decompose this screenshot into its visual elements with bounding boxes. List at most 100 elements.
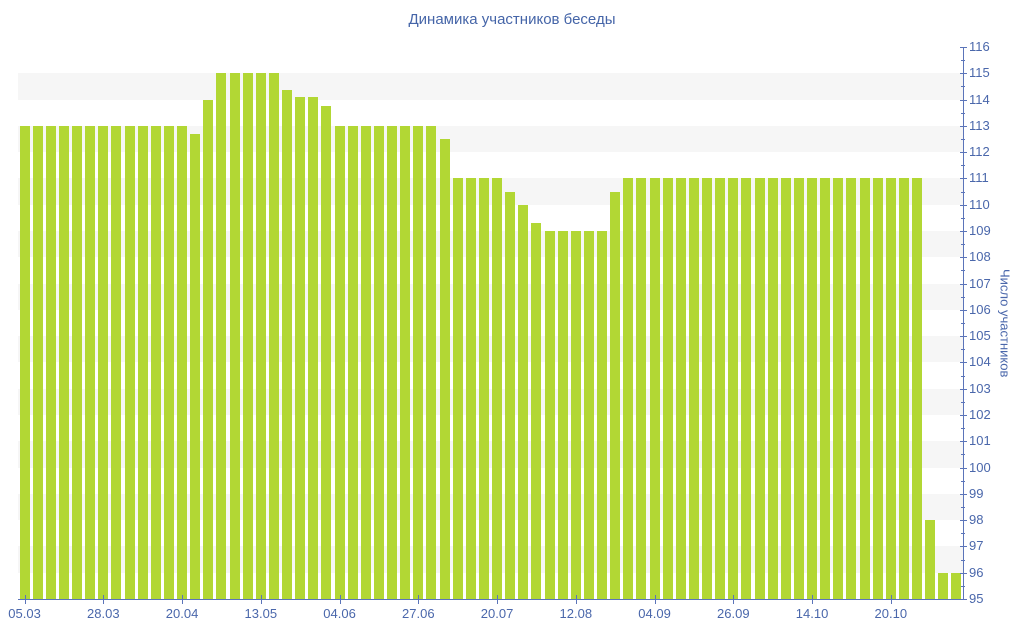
bar[interactable] bbox=[137, 125, 148, 599]
bar[interactable] bbox=[58, 125, 69, 599]
bar[interactable] bbox=[85, 125, 96, 599]
bar[interactable] bbox=[702, 178, 713, 599]
y-tick-minor bbox=[961, 375, 965, 377]
bar[interactable] bbox=[400, 125, 411, 599]
bar[interactable] bbox=[177, 125, 188, 599]
bar[interactable] bbox=[570, 231, 581, 599]
bar[interactable] bbox=[885, 178, 896, 599]
bar[interactable] bbox=[597, 231, 608, 599]
bar[interactable] bbox=[242, 73, 253, 599]
x-tick-label: 12.08 bbox=[559, 606, 593, 621]
bar[interactable] bbox=[98, 125, 109, 599]
bar[interactable] bbox=[820, 178, 831, 599]
y-tick-minor bbox=[961, 533, 965, 535]
bar[interactable] bbox=[32, 125, 43, 599]
bar[interactable] bbox=[610, 191, 621, 599]
bar[interactable] bbox=[373, 125, 384, 599]
bar[interactable] bbox=[649, 178, 660, 599]
bar[interactable] bbox=[413, 125, 424, 599]
bar[interactable] bbox=[518, 204, 529, 599]
bar[interactable] bbox=[190, 133, 201, 599]
bar[interactable] bbox=[452, 178, 463, 599]
y-tick bbox=[960, 441, 967, 443]
bar[interactable] bbox=[754, 178, 765, 599]
bar[interactable] bbox=[255, 73, 266, 599]
x-tick bbox=[733, 595, 735, 604]
bar[interactable] bbox=[478, 178, 489, 599]
bar[interactable] bbox=[583, 231, 594, 599]
grid-band bbox=[18, 283, 963, 310]
bar[interactable] bbox=[268, 73, 279, 599]
bar[interactable] bbox=[636, 178, 647, 599]
bar[interactable] bbox=[675, 178, 686, 599]
bar[interactable] bbox=[557, 231, 568, 599]
bar[interactable] bbox=[912, 178, 923, 599]
bar[interactable] bbox=[531, 223, 542, 599]
bar[interactable] bbox=[308, 96, 319, 599]
grid-band bbox=[18, 388, 963, 415]
bar[interactable] bbox=[833, 178, 844, 599]
x-tick bbox=[497, 595, 499, 604]
bar[interactable] bbox=[203, 99, 214, 599]
bar[interactable] bbox=[439, 139, 450, 599]
bar[interactable] bbox=[925, 520, 936, 599]
x-tick-label: 05.03 bbox=[8, 606, 41, 621]
bar[interactable] bbox=[872, 178, 883, 599]
bar[interactable] bbox=[426, 125, 437, 599]
bar[interactable] bbox=[938, 572, 949, 599]
bar[interactable] bbox=[741, 178, 752, 599]
bar[interactable] bbox=[124, 125, 135, 599]
x-tick bbox=[890, 595, 892, 604]
bar[interactable] bbox=[688, 178, 699, 599]
bar[interactable] bbox=[728, 178, 739, 599]
bar[interactable] bbox=[846, 178, 857, 599]
bar[interactable] bbox=[780, 178, 791, 599]
bar[interactable] bbox=[898, 178, 909, 599]
bar[interactable] bbox=[360, 125, 371, 599]
bar[interactable] bbox=[544, 231, 555, 599]
bar[interactable] bbox=[111, 125, 122, 599]
bar[interactable] bbox=[334, 125, 345, 599]
bar[interactable] bbox=[321, 106, 332, 599]
y-tick bbox=[960, 125, 967, 127]
y-tick-minor bbox=[961, 323, 965, 324]
y-tick bbox=[960, 99, 967, 101]
bar[interactable] bbox=[807, 178, 818, 599]
bar[interactable] bbox=[623, 178, 634, 599]
bar[interactable] bbox=[229, 73, 240, 599]
bar[interactable] bbox=[387, 125, 398, 599]
bar[interactable] bbox=[72, 125, 83, 599]
bar[interactable] bbox=[163, 125, 174, 599]
y-tick-label: 102 bbox=[969, 407, 991, 422]
bar[interactable] bbox=[45, 125, 56, 599]
grid-band bbox=[18, 441, 963, 468]
bar[interactable] bbox=[793, 178, 804, 599]
y-tick-minor bbox=[961, 244, 965, 246]
y-tick-label: 111 bbox=[969, 170, 989, 186]
bar[interactable] bbox=[347, 125, 358, 599]
bar[interactable] bbox=[715, 178, 726, 599]
bar[interactable] bbox=[505, 191, 516, 599]
bar[interactable] bbox=[767, 178, 778, 599]
y-tick-minor bbox=[961, 454, 965, 456]
bar[interactable] bbox=[282, 90, 293, 599]
bar[interactable] bbox=[19, 125, 30, 599]
bar[interactable] bbox=[295, 96, 306, 599]
bar[interactable] bbox=[859, 178, 870, 599]
y-tick bbox=[960, 73, 967, 75]
y-tick bbox=[960, 572, 967, 574]
bar[interactable] bbox=[465, 178, 476, 599]
bar[interactable] bbox=[492, 178, 503, 599]
grid-band bbox=[18, 493, 963, 521]
y-tick-label: 98 bbox=[969, 512, 984, 528]
bar[interactable] bbox=[951, 572, 962, 599]
y-tick-minor bbox=[961, 112, 965, 114]
bar[interactable] bbox=[150, 125, 161, 599]
x-tick-label: 26.09 bbox=[717, 606, 750, 621]
y-tick bbox=[960, 599, 967, 600]
x-tick-label: 28.03 bbox=[87, 606, 120, 621]
bar[interactable] bbox=[662, 178, 673, 599]
bar[interactable] bbox=[216, 73, 227, 599]
